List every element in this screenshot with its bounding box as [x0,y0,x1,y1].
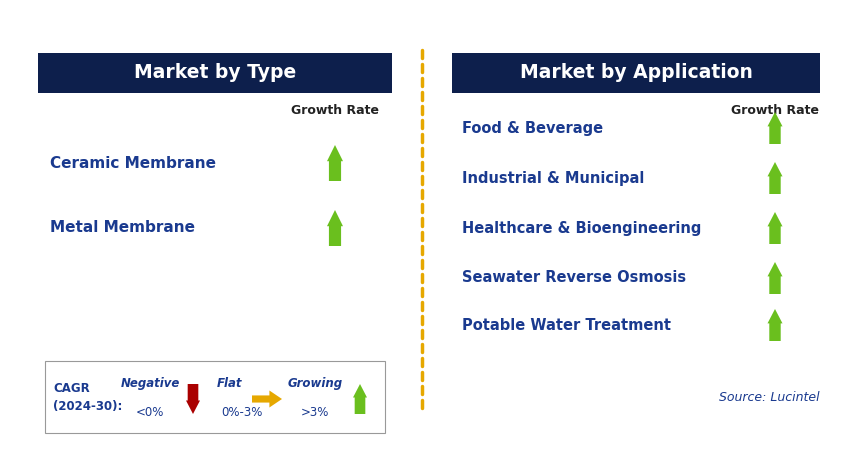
Text: Food & Beverage: Food & Beverage [461,121,602,135]
Text: >3%: >3% [300,406,328,419]
Text: (2024-30):: (2024-30): [53,400,122,412]
Text: Industrial & Municipal: Industrial & Municipal [461,170,644,185]
Text: <0%: <0% [136,406,164,419]
Polygon shape [767,162,781,194]
Text: Source: Lucintel: Source: Lucintel [718,391,819,403]
Polygon shape [767,262,781,294]
Polygon shape [252,391,281,408]
Text: Flat: Flat [217,377,242,390]
Text: Negative: Negative [120,377,179,390]
Text: Growth Rate: Growth Rate [730,105,818,117]
FancyBboxPatch shape [451,53,819,93]
Text: CAGR: CAGR [53,382,90,394]
Text: Seawater Reverse Osmosis: Seawater Reverse Osmosis [461,271,685,286]
Polygon shape [327,145,343,181]
Text: Ceramic Membrane: Ceramic Membrane [50,156,216,170]
Text: Market by Type: Market by Type [134,63,296,82]
Text: Healthcare & Bioengineering: Healthcare & Bioengineering [461,220,700,236]
Text: Growing: Growing [287,377,342,390]
Text: Potable Water Treatment: Potable Water Treatment [461,317,670,333]
Polygon shape [767,112,781,144]
FancyBboxPatch shape [45,361,385,433]
Text: 0%-3%: 0%-3% [221,406,263,419]
Polygon shape [327,210,343,246]
Polygon shape [767,309,781,341]
Polygon shape [352,384,367,414]
FancyBboxPatch shape [38,53,392,93]
Polygon shape [186,384,200,414]
Text: Market by Application: Market by Application [519,63,751,82]
Text: Growth Rate: Growth Rate [291,105,379,117]
Polygon shape [767,212,781,244]
Text: Metal Membrane: Metal Membrane [50,220,194,236]
